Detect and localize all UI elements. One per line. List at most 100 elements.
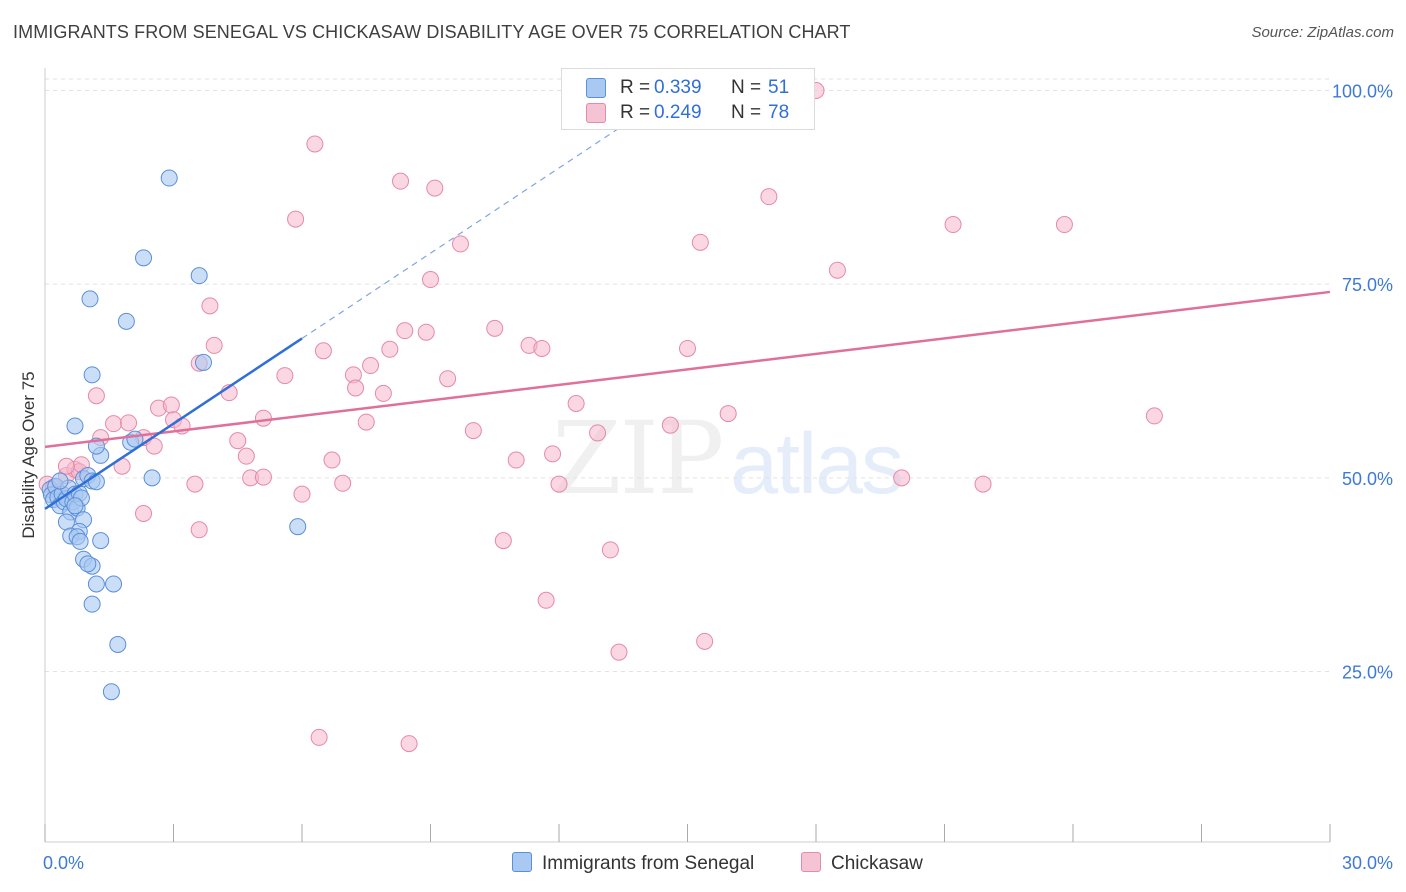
senegal-point bbox=[194, 353, 212, 371]
chickasaw-point bbox=[719, 405, 737, 423]
chickasaw-point bbox=[276, 367, 294, 385]
legend-r-value-chickasaw: 0.249 bbox=[654, 102, 702, 123]
chickasaw-point bbox=[87, 387, 105, 405]
chickasaw-point bbox=[293, 485, 311, 503]
senegal-point bbox=[289, 518, 307, 536]
chickasaw-point bbox=[205, 336, 223, 354]
bottom-legend-senegal: Immigrants from Senegal bbox=[512, 852, 754, 876]
chickasaw-point bbox=[486, 319, 504, 337]
chickasaw-point bbox=[691, 233, 709, 251]
chickasaw-point bbox=[237, 447, 255, 465]
legend-n-value-senegal: 51 bbox=[768, 77, 790, 98]
chickasaw-point bbox=[828, 261, 846, 279]
chickasaw-point bbox=[186, 475, 204, 493]
y-tick-label: 100.0% bbox=[1332, 81, 1393, 101]
chickasaw-point bbox=[190, 521, 208, 539]
chickasaw-point bbox=[760, 188, 778, 206]
chickasaw-point bbox=[451, 235, 469, 253]
chickasaw-point bbox=[254, 409, 272, 427]
chickasaw-point bbox=[422, 271, 439, 289]
chickasaw-point bbox=[610, 643, 628, 661]
chickasaw-point bbox=[400, 735, 418, 753]
chickasaw-point bbox=[135, 505, 153, 523]
chickasaw-point bbox=[229, 432, 247, 450]
chickasaw-trend-line bbox=[44, 290, 1331, 449]
chickasaw-point bbox=[287, 210, 305, 228]
chickasaw-point bbox=[417, 323, 435, 341]
legend-n-value-chickasaw: 78 bbox=[768, 102, 790, 123]
chickasaw-point bbox=[567, 394, 585, 412]
chickasaw-point bbox=[362, 357, 380, 375]
chickasaw-point bbox=[550, 475, 568, 493]
chickasaw-point bbox=[893, 469, 911, 487]
legend-r-value-senegal: 0.339 bbox=[654, 77, 702, 98]
legend-swatch-senegal bbox=[586, 78, 606, 98]
senegal-point bbox=[190, 267, 208, 285]
senegal-point bbox=[109, 635, 127, 653]
y-tick-label: 25.0% bbox=[1342, 663, 1393, 683]
y-tick-label: 50.0% bbox=[1342, 469, 1393, 489]
y-axis-title: Disability Age Over 75 bbox=[19, 371, 38, 539]
bottom-legend-swatch-chickasaw bbox=[801, 852, 821, 872]
senegal-point bbox=[92, 532, 110, 550]
chickasaw-point bbox=[1145, 407, 1163, 425]
senegal-point bbox=[66, 417, 84, 435]
chickasaw-point bbox=[679, 339, 696, 357]
chickasaw-point bbox=[696, 632, 714, 650]
senegal-point bbox=[51, 472, 69, 490]
senegal-point bbox=[105, 575, 123, 593]
chickasaw-point bbox=[105, 415, 123, 433]
bottom-legend-label-chickasaw: Chickasaw bbox=[831, 853, 923, 874]
senegal-point bbox=[135, 249, 153, 267]
chickasaw-point bbox=[57, 457, 75, 475]
x-tick-label: 0.0% bbox=[43, 853, 84, 873]
chickasaw-point bbox=[974, 475, 992, 493]
senegal-point bbox=[102, 683, 120, 701]
senegal-point bbox=[143, 469, 161, 487]
chickasaw-point bbox=[347, 379, 365, 397]
chickasaw-point bbox=[334, 474, 352, 492]
chickasaw-point bbox=[426, 179, 444, 197]
legend-r-label: R = bbox=[620, 77, 651, 98]
chickasaw-point bbox=[392, 172, 410, 190]
stats-legend: R = 0.339 N = 51 R = 0.249 N = 78 bbox=[561, 68, 815, 130]
legend-n-label: N = bbox=[731, 77, 762, 98]
chickasaw-point bbox=[201, 297, 219, 315]
y-tick-label: 75.0% bbox=[1342, 275, 1393, 295]
chickasaw-point bbox=[374, 384, 392, 402]
legend-n-label: N = bbox=[731, 102, 762, 123]
chickasaw-point bbox=[323, 451, 341, 469]
chickasaw-point bbox=[314, 342, 332, 360]
x-tick-label: 30.0% bbox=[1342, 853, 1393, 873]
chickasaw-point bbox=[306, 135, 324, 153]
chickasaw-point bbox=[537, 591, 555, 609]
chickasaw-point bbox=[439, 370, 457, 388]
chart-title: IMMIGRANTS FROM SENEGAL VS CHICKASAW DIS… bbox=[13, 22, 851, 42]
chickasaw-point bbox=[589, 424, 607, 442]
chickasaw-point bbox=[544, 445, 562, 463]
senegal-point bbox=[83, 595, 101, 613]
bottom-legend-label-senegal: Immigrants from Senegal bbox=[542, 853, 755, 874]
chickasaw-point bbox=[661, 416, 679, 434]
chickasaw-point bbox=[145, 437, 163, 455]
chickasaw-point bbox=[507, 451, 525, 469]
senegal-point bbox=[71, 532, 89, 550]
chickasaw-point bbox=[396, 322, 414, 340]
chickasaw-point bbox=[381, 340, 399, 358]
legend-swatch-chickasaw bbox=[586, 103, 606, 123]
chickasaw-point bbox=[464, 422, 482, 440]
senegal-trend-line bbox=[44, 337, 303, 510]
chickasaw-point bbox=[357, 413, 375, 431]
senegal-point bbox=[66, 497, 84, 515]
legend-r-label: R = bbox=[620, 102, 651, 123]
bottom-legend-swatch-senegal bbox=[512, 852, 532, 872]
senegal-point bbox=[117, 312, 135, 330]
chickasaw-point bbox=[120, 414, 138, 432]
senegal-point bbox=[87, 575, 105, 593]
senegal-point bbox=[83, 366, 101, 384]
senegal-point bbox=[160, 169, 178, 187]
chickasaw-point bbox=[601, 541, 619, 559]
chickasaw-point bbox=[944, 216, 962, 234]
chickasaw-point bbox=[310, 728, 328, 746]
